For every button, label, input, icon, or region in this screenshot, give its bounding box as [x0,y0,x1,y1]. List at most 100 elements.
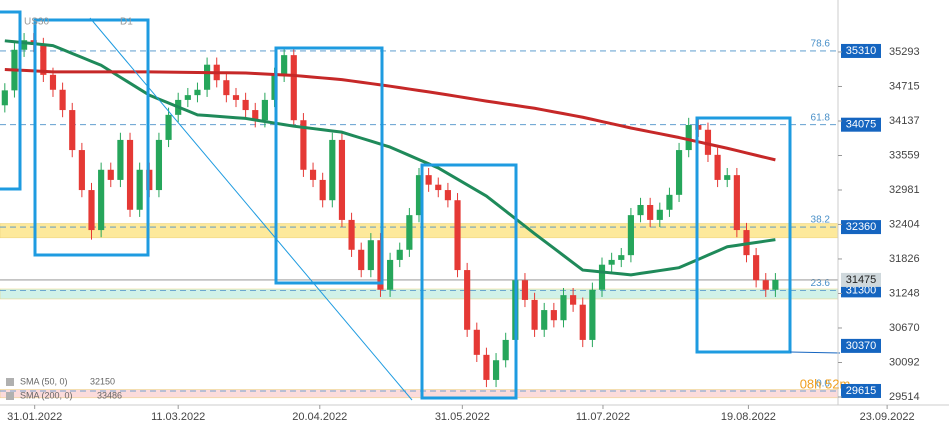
candle-body [107,169,114,180]
candle-body [319,179,326,201]
candle-body [762,280,769,290]
box [695,116,792,354]
candle-body [59,89,66,111]
fib-ratio: 78.6 [811,39,831,50]
box [0,10,22,191]
candle-body [184,95,191,100]
candle-body [444,190,451,201]
annotations [0,10,841,401]
candle-body [435,184,442,191]
price-tag-label: 29615 [846,385,877,397]
candle-body [309,169,317,180]
candle-body [685,124,692,151]
price-tag-label: 35310 [846,45,877,57]
candle-body [358,249,365,271]
x-tick-label: 11.03.2022 [151,411,205,423]
candle-body [117,139,124,180]
box [420,163,518,400]
current-price-tag [841,272,881,287]
candle-body [714,154,721,180]
candle-body [464,270,471,330]
fib-ratio: 61.8 [811,112,831,123]
price-tag [841,117,881,132]
candle-body [329,139,336,201]
candle-body [194,89,201,96]
candle-body [367,240,374,271]
candle-body [666,194,673,210]
candle-body [98,169,105,231]
candle-body [78,150,85,191]
y-tick-label: 31248 [889,287,920,299]
candle-body [252,110,259,121]
y-tick-label: 35293 [889,46,920,58]
candle-body [20,40,28,50]
y-tick-label: 33559 [889,149,920,161]
y-tick-label: 31826 [889,253,920,265]
tag-connector [789,351,841,354]
fib-ratio: 38.2 [811,215,831,226]
sma-line [4,39,776,277]
legend-icon [6,378,14,386]
candle-body [88,190,95,231]
candle-body [531,299,538,330]
candle-body [589,289,596,340]
candle-body [618,255,625,260]
candle-body [570,295,577,305]
x-tick-label: 31.01.2022 [7,411,62,423]
y-tick-label: 34137 [889,115,920,127]
candle-body [598,264,606,290]
candle-body [406,215,413,250]
price-tag [841,383,881,398]
candle-body [1,90,8,106]
y-tick-label: 30670 [889,322,920,334]
candle-body [772,279,779,290]
candle-body [473,329,480,355]
candle-body [733,175,740,231]
candle-body [753,255,760,281]
candle-body [165,114,172,140]
candle-body [579,304,586,340]
candle-body [155,139,163,191]
y-tick-label: 32981 [889,184,920,196]
fib-ratio: 0.0 [816,379,830,390]
price-tag-label: 31300 [846,284,877,296]
price-tag [841,43,881,58]
candle-body [550,310,557,321]
x-tick-label: 31.05.2022 [435,411,490,423]
legend-value: 33486 [97,390,122,400]
candle-body [49,74,57,90]
candle-body [290,55,297,121]
current-price-label: 31475 [846,274,877,286]
candle-body [608,259,615,265]
candle-body [223,80,230,96]
candle-body [281,55,288,75]
legend-value: 32150 [90,376,115,386]
candle-body [483,354,490,380]
candle-body [502,339,509,361]
candle-body [204,64,211,90]
candle-body [647,204,654,220]
price-tag-label: 34075 [846,119,877,131]
price-tag-label: 32360 [846,221,877,233]
candle-body [521,280,529,300]
sma-line [4,67,776,162]
candle-body [560,295,567,321]
legend-name: SMA (200, 0) [20,390,73,400]
legend-name: SMA (50, 0) [20,376,68,386]
candle-body [415,175,423,216]
candle-body [348,219,355,250]
x-tick-label: 19.08.2022 [721,411,776,423]
x-tick-label: 20.04.2022 [292,411,347,423]
candle-body [387,259,394,290]
y-tick-label: 30092 [889,356,920,368]
x-tick-label: 11.07.2022 [576,411,630,423]
candle-body [69,110,76,151]
candle-body [724,175,731,180]
trend-line [89,17,413,401]
candle-body [232,95,240,100]
candle-body [396,249,403,260]
symbol: US30 [24,17,49,28]
candle-body [338,139,346,220]
candle-body [261,99,268,121]
